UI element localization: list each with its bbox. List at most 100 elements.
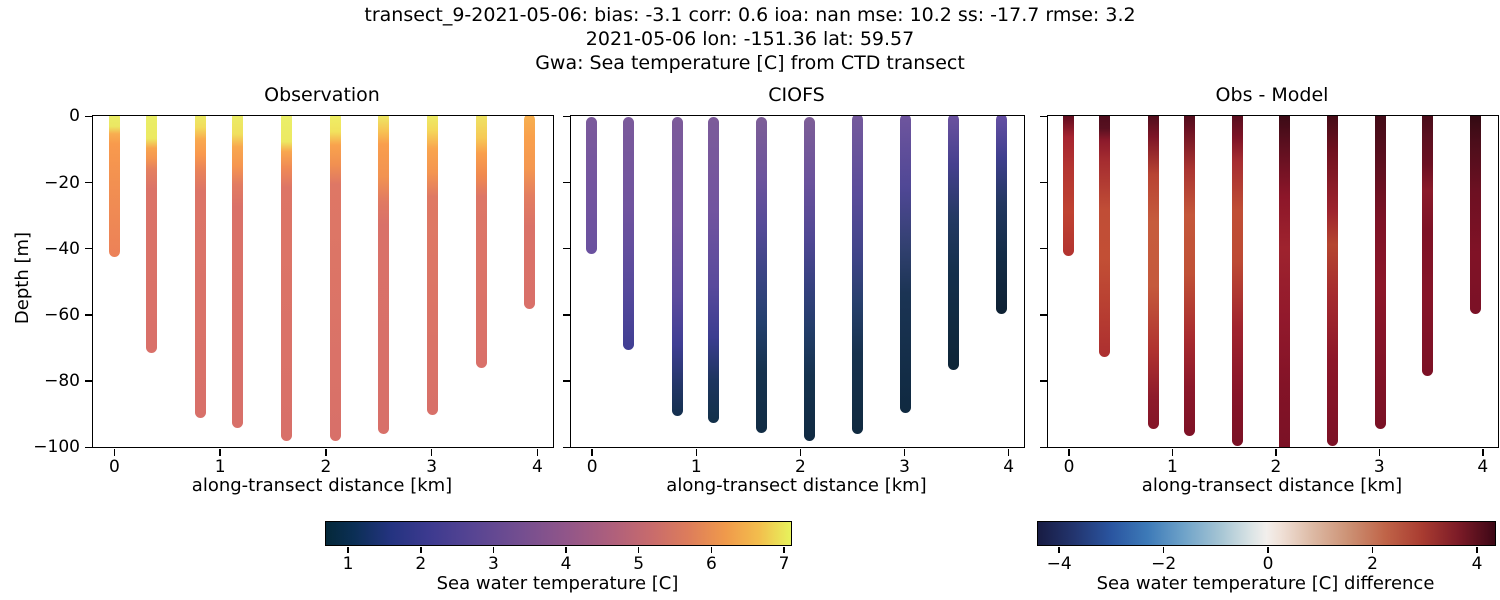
x-axis-label-ciofs: along-transect distance [km] <box>666 475 927 496</box>
x-tick-mark <box>591 448 593 456</box>
x-axis-label-observation: along-transect distance [km] <box>191 475 453 496</box>
colorbar-tick-mark <box>565 546 567 553</box>
x-tick-label: 4 <box>1003 457 1015 477</box>
x-tick-label: 0 <box>586 457 598 477</box>
colorbar-tick-mark <box>1371 546 1374 553</box>
colorbar-tick-mark <box>420 546 422 553</box>
suptitle-variable-source: Gwa: Sea temperature [C] from CTD transe… <box>535 52 965 74</box>
profile-column-x3.47 <box>475 116 487 369</box>
y-tick-mark <box>563 115 570 118</box>
x-tick-label: 3 <box>426 457 438 477</box>
x-tick-mark <box>325 448 327 456</box>
y-axis-label: Depth [m] <box>12 231 33 325</box>
y-tick-mark <box>563 446 570 449</box>
x-tick-mark <box>903 448 906 456</box>
colorbar-tick-mark <box>1058 546 1060 553</box>
x-tick-label: 2 <box>794 457 806 477</box>
profile-column-x3.93 <box>1469 116 1481 314</box>
colorbar-tick-label: 1 <box>342 554 354 574</box>
x-tick-label: 1 <box>214 457 226 477</box>
profile-column-x1.63 <box>756 117 768 433</box>
x-tick-label: 3 <box>1373 457 1385 477</box>
profile-column-x2.09 <box>329 116 341 441</box>
colorbar-tick-mark <box>492 546 495 553</box>
colorbar-tick-label: 4 <box>1471 554 1483 574</box>
y-tick-label: −100 <box>33 437 80 458</box>
profile-column-x1.17 <box>1184 116 1196 436</box>
colorbar-tick-mark <box>637 546 640 553</box>
y-tick-mark <box>85 446 92 449</box>
y-tick-label: −20 <box>44 172 80 193</box>
plot-area-ciofs <box>570 115 1025 448</box>
profile-column-x0.35 <box>145 116 157 354</box>
x-tick-mark <box>1378 448 1381 456</box>
colorbar-tick-label: 0 <box>1262 554 1274 574</box>
colorbar-tick-label: 3 <box>487 554 499 574</box>
x-tick-mark <box>536 448 539 456</box>
colorbar-tick-mark <box>710 546 713 553</box>
x-tick-mark <box>430 448 433 456</box>
colorbar-tick-mark <box>1267 546 1269 553</box>
plot-area-obs-model <box>1047 115 1499 448</box>
colorbar-tick-label: 6 <box>705 554 717 574</box>
x-tick-mark <box>1275 448 1277 456</box>
y-tick-mark <box>563 314 570 316</box>
y-tick-mark <box>85 314 92 316</box>
y-tick-label: −80 <box>44 371 80 392</box>
x-tick-mark <box>1482 448 1484 456</box>
y-tick-mark <box>85 247 92 250</box>
y-tick-mark <box>1040 181 1047 184</box>
x-tick-mark <box>219 448 221 456</box>
colorbar-tick-mark <box>1162 546 1165 553</box>
profile-column-x2.55 <box>378 116 390 435</box>
y-tick-label: −40 <box>44 238 80 259</box>
profile-column-x2.55 <box>851 116 863 435</box>
profile-column-x0.82 <box>671 117 683 417</box>
panel-title-ciofs: CIOFS <box>768 84 825 106</box>
x-tick-mark <box>695 448 697 456</box>
x-axis-label-obs-model: along-transect distance [km] <box>1141 475 1403 496</box>
colorbar-tick-label: 5 <box>633 554 645 574</box>
colorbar-tick-label: 2 <box>415 554 427 574</box>
profile-column-x3.01 <box>899 116 911 413</box>
y-tick-mark <box>563 380 570 382</box>
colorbar-tick-label: −2 <box>1151 554 1177 574</box>
profile-column-x0.82 <box>1148 116 1159 430</box>
colorbar-tick-label: 7 <box>778 554 790 574</box>
y-tick-mark <box>1040 115 1047 118</box>
y-tick-mark <box>1040 446 1047 449</box>
x-tick-label: 1 <box>690 457 702 477</box>
x-tick-mark <box>799 448 802 456</box>
profile-column-x3.93 <box>995 116 1007 314</box>
profile-column-x0 <box>108 116 120 258</box>
x-tick-label: 0 <box>1063 457 1075 477</box>
x-tick-mark <box>1007 448 1010 456</box>
profile-column-x1.17 <box>708 117 720 423</box>
colorbar-tick-mark <box>1476 546 1478 553</box>
colorbar-tick-label: 4 <box>560 554 572 574</box>
profile-column-x0.35 <box>1099 116 1111 357</box>
y-tick-label: −60 <box>44 304 80 325</box>
colorbar-temperature <box>325 521 792 546</box>
y-tick-mark <box>1040 247 1047 250</box>
profile-column-x3.01 <box>426 116 438 415</box>
profile-column-x3.47 <box>947 116 959 370</box>
x-tick-mark <box>1068 448 1070 456</box>
profile-column-x3.47 <box>1422 116 1434 377</box>
profile-column-x1.63 <box>1231 116 1243 446</box>
panel-title-observation: Observation <box>264 84 380 106</box>
suptitle-metrics: transect_9-2021-05-06: bias: -3.1 corr: … <box>364 4 1136 26</box>
x-tick-label: 2 <box>1270 457 1282 477</box>
y-tick-mark <box>563 247 570 250</box>
plot-area-observation <box>92 115 554 448</box>
colorbar-tick-label: −4 <box>1046 554 1072 574</box>
colorbar-tick-mark <box>347 546 349 553</box>
x-tick-label: 2 <box>320 457 332 477</box>
x-tick-mark <box>1171 448 1174 456</box>
profile-column-x0.35 <box>622 117 634 350</box>
y-tick-label: 0 <box>69 106 80 127</box>
profile-column-x3.93 <box>524 116 536 309</box>
x-tick-label: 1 <box>1167 457 1178 477</box>
y-tick-mark <box>85 181 92 184</box>
y-tick-mark <box>85 115 92 118</box>
